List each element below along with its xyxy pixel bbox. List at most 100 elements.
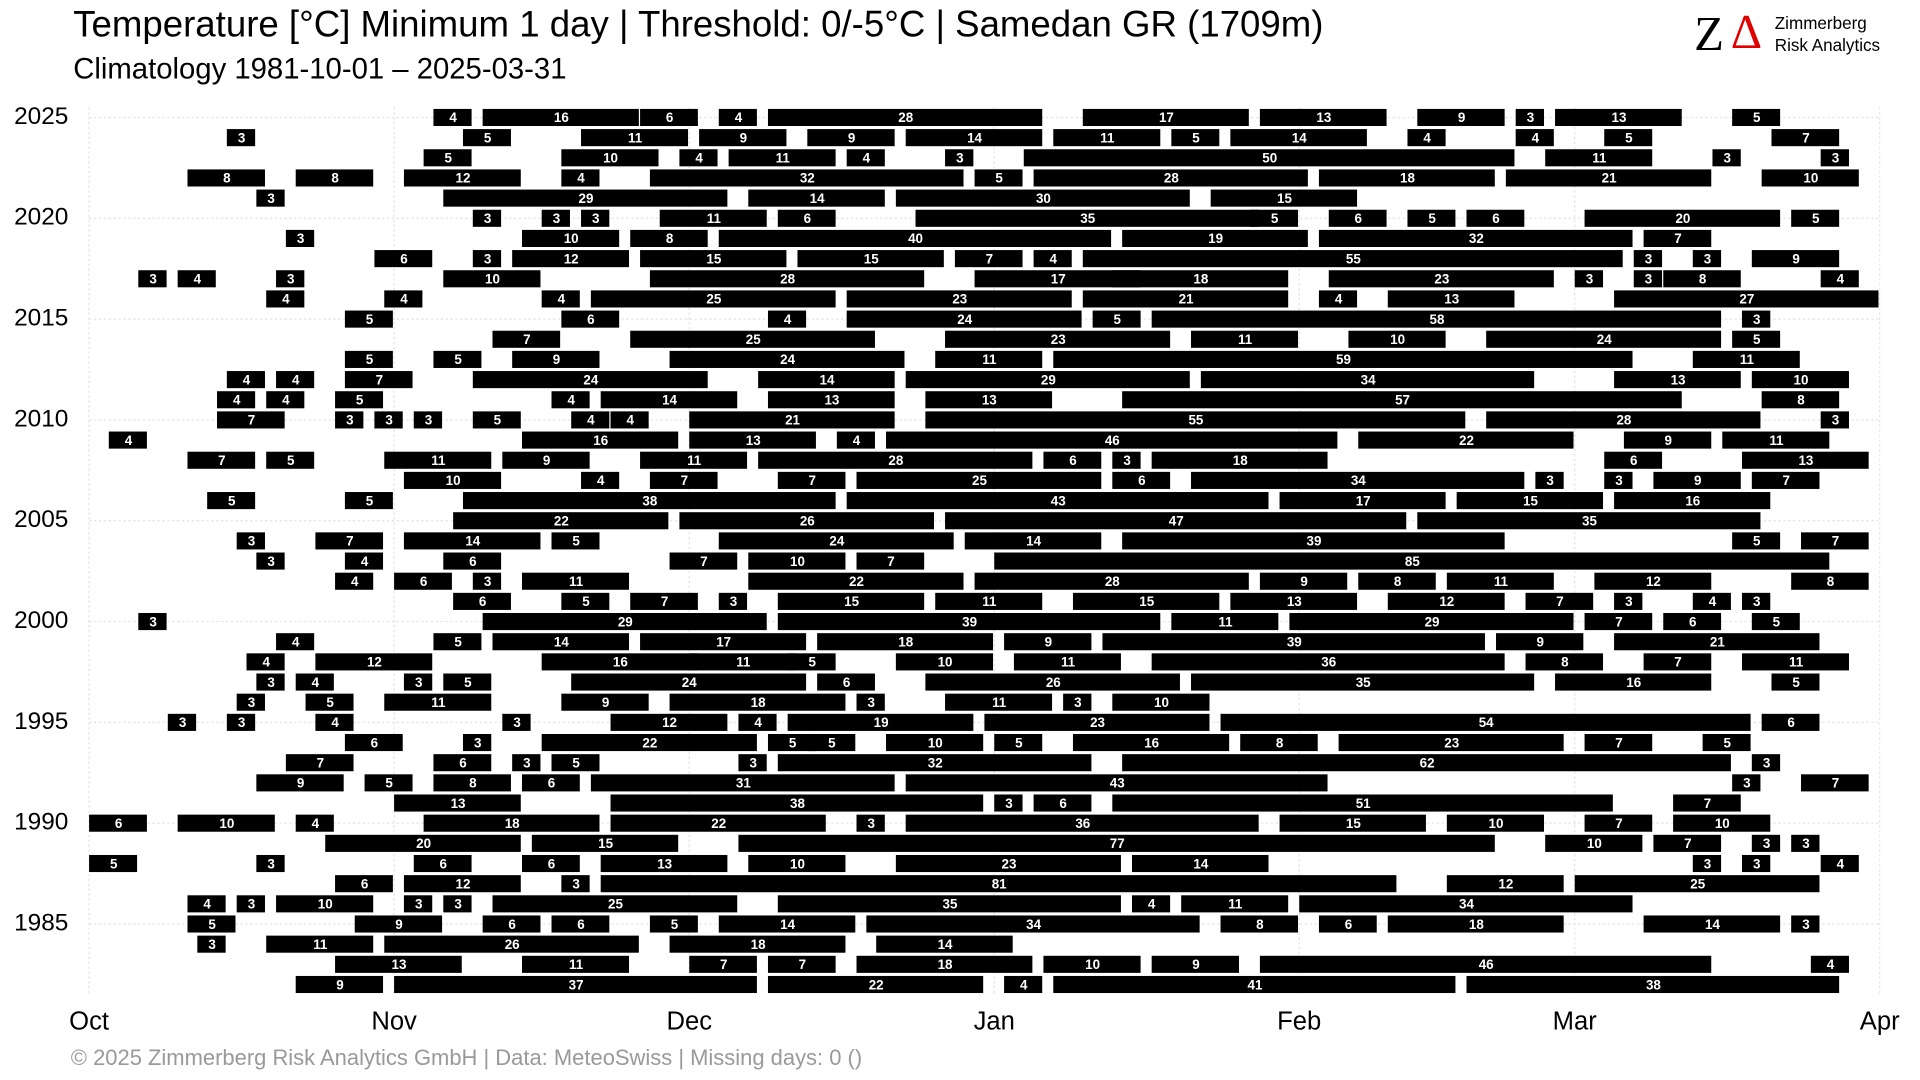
run-bar [433, 108, 472, 127]
run-bar [738, 754, 767, 772]
run-bar [1072, 592, 1220, 610]
run-bar [581, 471, 620, 489]
run-bar [1751, 371, 1849, 389]
run-label: 55 [1346, 251, 1361, 266]
run-label: 10 [790, 856, 805, 871]
chart-subtitle: Climatology 1981-10-01 – 2025-03-31 [73, 53, 566, 86]
run-label: 4 [1020, 977, 1028, 992]
run-label: 5 [809, 655, 817, 670]
run-label: 28 [1616, 413, 1631, 428]
run-bar [315, 653, 433, 671]
run-label: 13 [1444, 292, 1459, 307]
run-bar [138, 270, 167, 288]
run-label: 38 [790, 796, 805, 811]
run-bar [335, 955, 462, 973]
y-tick-label: 1985 [14, 909, 68, 936]
run-bar [1033, 250, 1072, 268]
run-label: 3 [267, 856, 274, 871]
run-bar [1122, 532, 1505, 550]
run-bar [610, 411, 649, 429]
run-bar [482, 108, 639, 127]
run-label: 3 [1802, 917, 1809, 932]
y-tick-label: 2020 [14, 204, 68, 231]
run-bar [1013, 653, 1121, 671]
run-bar [1181, 895, 1289, 913]
run-bar [1387, 592, 1505, 610]
run-bar [403, 875, 521, 893]
run-bar [433, 633, 482, 651]
run-label: 5 [1015, 735, 1023, 750]
run-label: 16 [613, 655, 628, 670]
run-label: 3 [149, 614, 156, 629]
run-label: 7 [799, 957, 806, 972]
run-label: 7 [681, 473, 688, 488]
run-bar [1210, 189, 1358, 207]
run-bar [1082, 250, 1623, 268]
logo-mark-z: Z [1694, 7, 1724, 61]
run-bar [945, 693, 1053, 711]
run-label: 11 [431, 453, 446, 468]
y-tick-label: 2025 [14, 103, 68, 130]
run-label: 39 [962, 614, 977, 629]
run-label: 3 [208, 937, 215, 952]
run-label: 5 [366, 352, 374, 367]
run-label: 13 [1316, 110, 1331, 125]
run-bar [1751, 250, 1840, 268]
run-bar [925, 411, 1466, 429]
run-bar [236, 532, 265, 550]
run-bar [1692, 250, 1722, 268]
run-label: 5 [671, 917, 679, 932]
run-bar [1328, 209, 1387, 227]
run-label: 4 [1837, 856, 1845, 871]
run-bar [1732, 774, 1761, 792]
run-label: 26 [505, 937, 520, 952]
run-bar [895, 653, 994, 671]
run-bar [1751, 471, 1820, 489]
run-bar [364, 774, 413, 792]
run-bar [394, 794, 521, 812]
run-bar [433, 774, 511, 792]
run-bar [462, 733, 492, 752]
run-bar [1623, 431, 1712, 449]
run-bar [1200, 371, 1535, 389]
run-bar [1122, 391, 1682, 409]
run-bar [177, 270, 216, 288]
run-bar [472, 411, 521, 429]
run-bar [1820, 854, 1859, 873]
run-label: 14 [967, 130, 982, 145]
run-bar [600, 854, 728, 873]
run-label: 43 [1110, 776, 1125, 791]
run-label: 11 [982, 352, 997, 367]
run-bar [1643, 229, 1712, 247]
run-bar [541, 733, 757, 752]
run-bar [1446, 814, 1544, 832]
run-bar [1614, 633, 1820, 651]
run-label: 14 [820, 372, 835, 387]
run-label: 35 [1080, 211, 1095, 226]
run-label: 5 [454, 634, 462, 649]
run-label: 15 [1139, 594, 1154, 609]
run-bar [433, 350, 482, 368]
run-bar [718, 108, 757, 127]
run-bar [945, 512, 1407, 530]
run-label: 5 [454, 352, 462, 367]
run-bar [1604, 471, 1633, 489]
run-label: 19 [874, 715, 889, 730]
x-tick-label: Feb [1277, 1007, 1321, 1035]
run-label: 3 [474, 735, 481, 750]
run-label: 3 [238, 130, 245, 145]
run-label: 4 [597, 473, 605, 488]
run-bar [679, 149, 718, 167]
run-label: 9 [395, 917, 402, 932]
run-label: 4 [695, 151, 703, 166]
x-tick-label: Mar [1553, 1007, 1598, 1035]
run-bar [266, 290, 305, 308]
run-label: 4 [331, 715, 339, 730]
runs: 4 16 6 4 28 17 13 9 3 13 53 5 11 9 9 14 11 5 14 4 4 5 75 10 4 11 4… [89, 108, 1879, 994]
run-bar [256, 854, 285, 873]
run-label: 3 [149, 272, 156, 287]
run-bar [1692, 350, 1800, 368]
run-label: 6 [440, 856, 447, 871]
run-label: 28 [780, 272, 795, 287]
